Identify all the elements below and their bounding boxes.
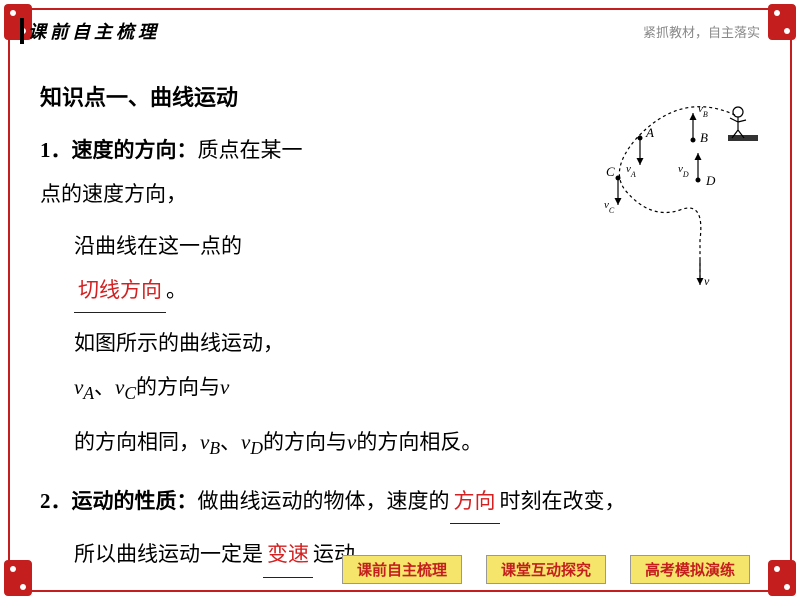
var-v: v [220,375,229,399]
var-vD: v [241,430,250,454]
point2-label: 2．运动的性质： [40,489,198,513]
tab-exam[interactable]: 高考模拟演练 [630,555,750,584]
breadcrumb: 课前自主梳理 [20,18,160,44]
text: 如图所示的曲线运动， [74,331,284,355]
point-2: 2．运动的性质：做曲线运动的物体，速度的方向时刻在改变， [40,479,760,524]
svg-text:A: A [645,125,654,140]
trajectory-diagram: A B C D vA vB vC vD v [570,80,760,290]
svg-text:v: v [704,274,710,288]
text: 的方向与 [263,430,347,454]
main-content: 知识点一、曲线运动 1．速度的方向：质点在某一点的速度方向， 沿曲线在这一点的切… [40,80,760,530]
svg-text:D: D [705,173,716,188]
corner-ornament [768,560,796,596]
svg-text:C: C [606,164,615,179]
header-subtitle: 紧抓教材，自主落实 [643,22,760,41]
text: 的方向与 [136,375,220,399]
text: 。 [166,278,187,302]
svg-text:vA: vA [626,163,636,179]
var-v: v [347,430,356,454]
sub: B [209,439,220,459]
blank-answer: 方向 [450,479,500,524]
text: 做曲线运动的物体，速度的 [198,489,450,513]
point1-line3: 如图所示的曲线运动，vA、vC的方向与v [40,321,760,412]
var-vB: v [200,430,209,454]
tab-inclass[interactable]: 课堂互动探究 [486,555,606,584]
point1-line4: 的方向相同，vB、vD的方向与v的方向相反。 [40,420,760,467]
svg-text:vC: vC [604,199,615,215]
var-vC: v [115,375,124,399]
sub: A [83,384,94,404]
svg-text:vD: vD [678,163,689,179]
text: 沿曲线在这一点的 [74,234,242,258]
corner-ornament [4,560,32,596]
corner-ornament [768,4,796,40]
sub: C [124,384,136,404]
text: 的方向相反。 [356,430,482,454]
tab-preclass[interactable]: 课前自主梳理 [342,555,462,584]
blank-answer: 变速 [263,532,313,577]
blank-answer: 切线方向 [74,268,166,313]
text: 所以曲线运动一定是 [74,542,263,566]
header: 课前自主梳理 紧抓教材，自主落实 [20,18,760,44]
point1-label: 1．速度的方向： [40,138,198,162]
text: 的方向相同， [74,430,200,454]
svg-text:vB: vB [698,103,708,119]
text: 时刻在改变， [500,489,626,513]
var-vA: v [74,375,83,399]
svg-text:B: B [700,130,708,145]
bottom-tabs: 课前自主梳理 课堂互动探究 高考模拟演练 [342,555,750,584]
sub: D [250,439,263,459]
